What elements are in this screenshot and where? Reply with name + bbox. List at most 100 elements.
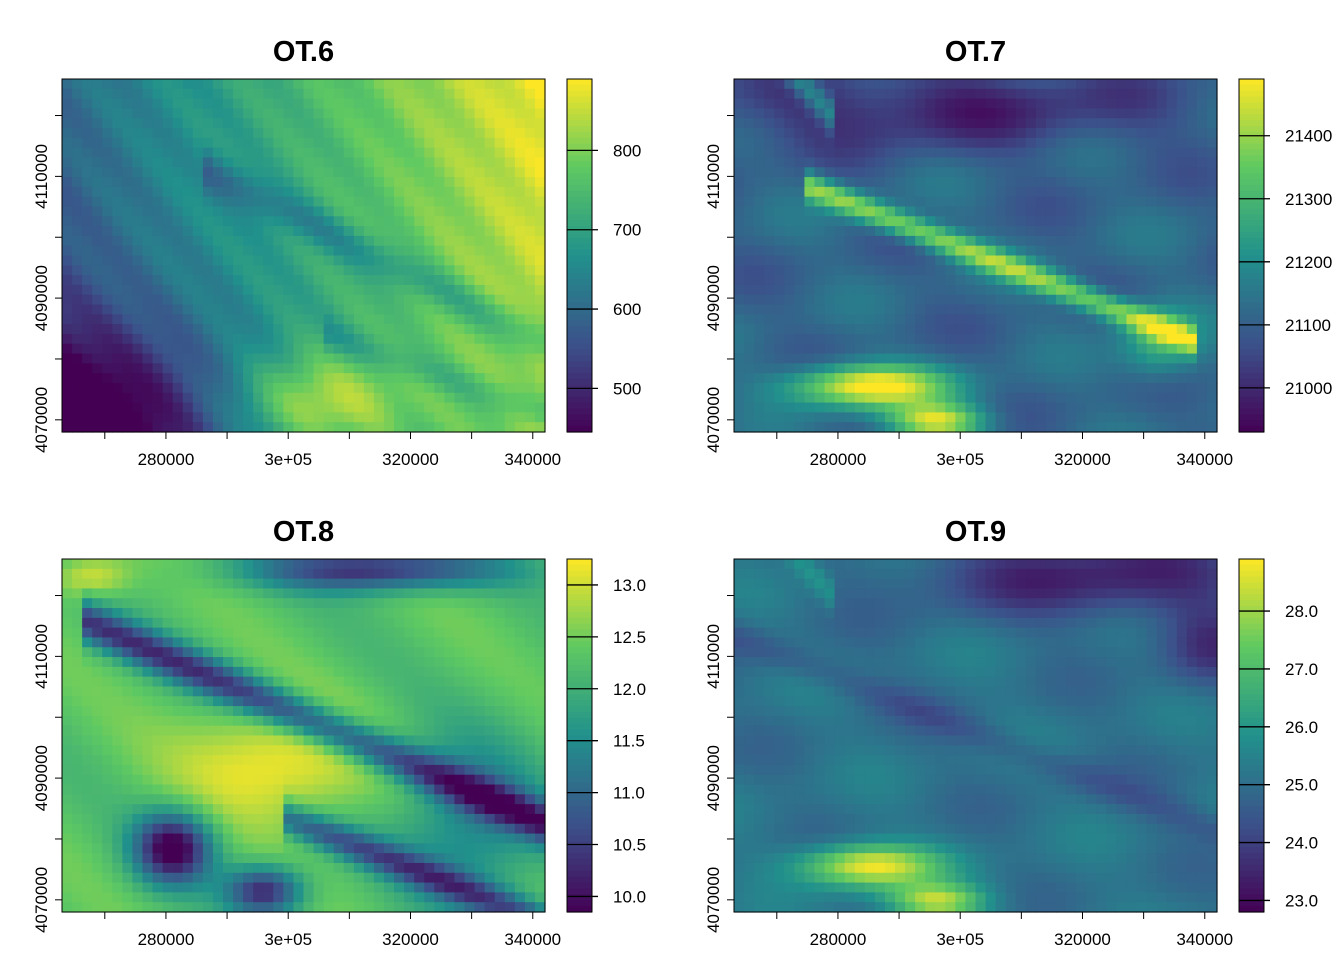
raster-cell (1066, 147, 1077, 159)
raster-cell (62, 167, 73, 178)
raster-cell (444, 245, 456, 257)
raster-cell (1106, 98, 1117, 110)
raster-cell (985, 275, 997, 286)
raster-cell (223, 813, 234, 825)
raster-cell (404, 412, 415, 423)
raster-cell (524, 206, 536, 217)
plot-border (61, 78, 546, 433)
raster-cell (484, 608, 496, 619)
raster-cell (925, 216, 936, 227)
raster-cell (223, 186, 234, 198)
raster-cell (734, 137, 745, 149)
raster-cell (864, 206, 876, 217)
raster-cell (884, 392, 896, 404)
raster-cell (1166, 206, 1178, 217)
raster-cell (92, 235, 103, 247)
raster-cell (895, 128, 906, 139)
raster-cell (734, 304, 745, 315)
raster-cell (925, 177, 936, 188)
raster-cell (1116, 206, 1128, 217)
raster-cell (464, 108, 476, 119)
raster-cell (192, 617, 204, 629)
raster-cell (1045, 177, 1057, 188)
raster-cell (1126, 275, 1138, 286)
raster-cell (1156, 265, 1168, 276)
raster-cell (363, 373, 375, 384)
raster-cell (864, 245, 876, 257)
raster-cell (1126, 333, 1138, 345)
raster-cell (283, 657, 295, 668)
raster-cell (1056, 284, 1067, 296)
raster-cell (494, 559, 506, 570)
raster-cell (293, 559, 305, 570)
raster-cell (202, 294, 214, 306)
raster-cell (494, 186, 506, 198)
raster-cell (182, 275, 194, 286)
raster-cell (454, 804, 466, 815)
raster-cell (303, 186, 315, 198)
raster-cell (534, 598, 546, 609)
raster-cell (764, 363, 775, 374)
raster-cell (253, 725, 264, 737)
raster-cell (814, 422, 826, 433)
raster-cell (323, 794, 335, 805)
raster-cell (202, 755, 214, 766)
raster-cell (192, 392, 204, 404)
raster-cell (764, 373, 775, 384)
raster-cell (202, 373, 214, 384)
raster-cell (955, 373, 967, 384)
raster-cell (474, 186, 486, 198)
raster-cell (273, 118, 284, 129)
raster-cell (1015, 98, 1027, 110)
raster-cell (1146, 363, 1158, 374)
raster-cell (1035, 255, 1047, 266)
raster-cell (444, 804, 456, 815)
raster-cell (122, 715, 134, 727)
raster-cell (1086, 235, 1097, 247)
raster-cell (102, 725, 113, 737)
raster-cell (1025, 333, 1037, 345)
raster-cell (734, 177, 745, 188)
raster-cell (794, 186, 806, 198)
raster-cell (404, 422, 415, 433)
raster-cell (854, 265, 866, 276)
raster-cell (1136, 373, 1148, 384)
raster-cell (112, 568, 123, 580)
raster-cell (824, 402, 836, 413)
raster-cell (82, 568, 93, 580)
raster-cell (474, 745, 486, 756)
raster-cell (142, 226, 154, 237)
raster-cell (905, 422, 916, 433)
colorbar-swatch (567, 408, 592, 415)
raster-cell (534, 794, 546, 805)
raster-cell (112, 412, 123, 423)
raster-cell (424, 676, 435, 688)
raster-cell (72, 108, 83, 119)
raster-cell (925, 245, 936, 257)
raster-cell (1206, 304, 1218, 315)
raster-cell (454, 382, 466, 394)
y-tick-label: 4070000 (704, 387, 723, 453)
raster-cell (253, 735, 264, 746)
raster-cell (504, 304, 516, 315)
raster-cell (1015, 353, 1027, 364)
raster-cell (273, 706, 284, 717)
raster-cell (263, 118, 274, 129)
raster-cell (874, 216, 886, 227)
raster-cell (92, 578, 103, 590)
raster-cell (444, 353, 456, 364)
raster-cell (353, 118, 365, 129)
raster-cell (955, 382, 967, 394)
raster-cell (804, 147, 816, 159)
raster-cell (373, 725, 385, 737)
raster-cell (995, 177, 1007, 188)
raster-cell (965, 353, 977, 364)
raster-cell (854, 363, 866, 374)
raster-cell (313, 324, 325, 335)
raster-cell (283, 98, 295, 110)
raster-cell (424, 167, 435, 178)
raster-cell (132, 118, 144, 129)
raster-cell (303, 617, 315, 629)
raster-cell (454, 559, 466, 570)
raster-cell (1156, 137, 1168, 149)
